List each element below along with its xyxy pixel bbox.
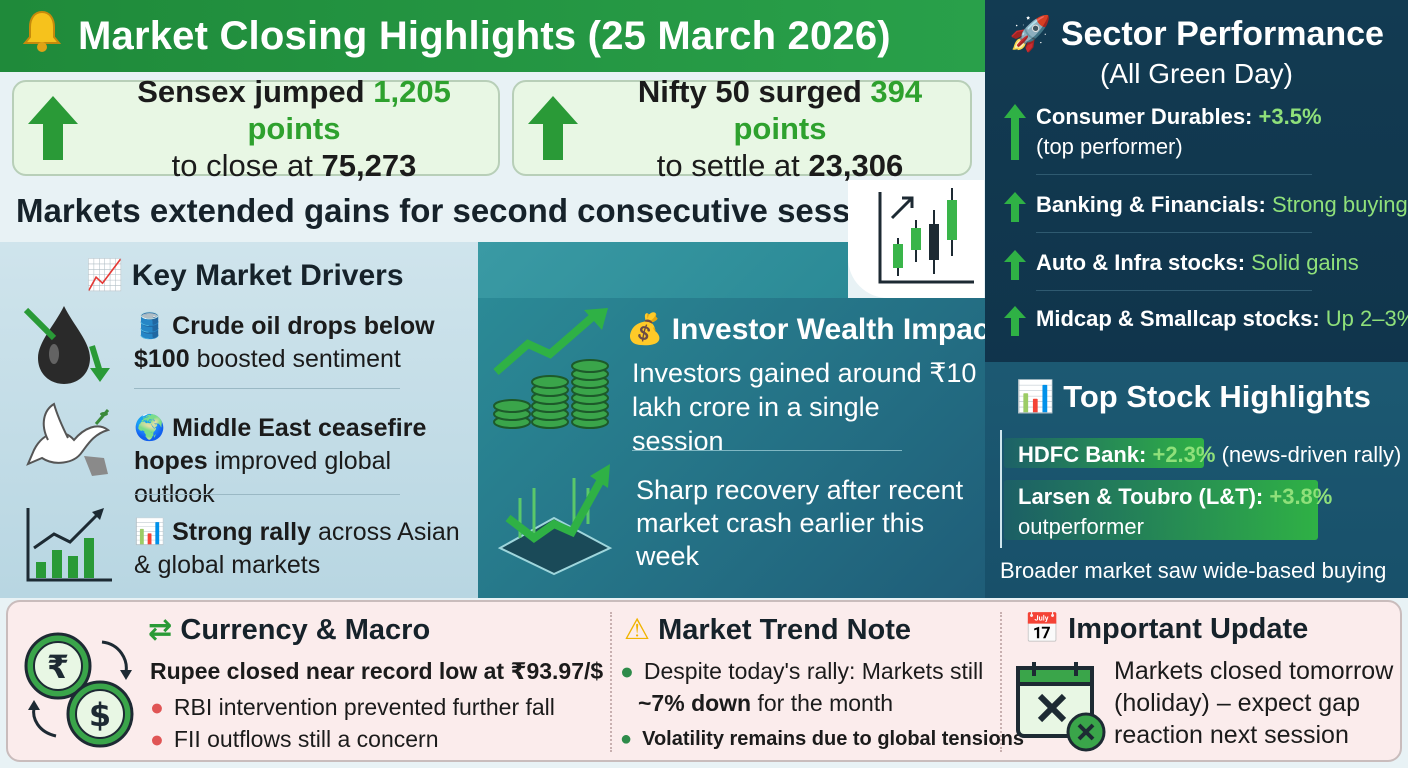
investor-title: 💰 Investor Wealth Impact [626,313,1000,346]
exchange-arrows-icon: ⇄ [148,614,173,646]
coins-growth-icon [493,308,609,429]
stock-hdfc: HDFC Bank: +2.3% (news-driven rally) [1018,442,1402,467]
driver-crude-rest: boosted sentiment [196,345,401,373]
sector-title: Sector Performance [1060,15,1384,53]
bottom-panel [6,600,1402,762]
trend-title: ⚠ Market Trend Note [624,614,912,646]
rocket-icon: 🚀 [1009,15,1052,53]
sensex-value: 75,273 [321,147,417,183]
chart-emoji-icon: 📊 [1016,379,1055,414]
svg-text:₹: ₹ [47,648,69,686]
currency-exchange-icon: ₹ $ [24,632,134,748]
candlestick-chart-icon [848,180,984,298]
nifty-value: 23,306 [808,147,904,183]
header-banner: Market Closing Highlights (25 March 2026… [0,0,985,72]
up-arrow-icon [1004,250,1026,280]
broader-market-note: Broader market saw wide-based buying [1000,558,1387,583]
investor-text-recovery: Sharp recovery after recent market crash… [636,475,964,571]
drivers-panel: 📈 Key Market Drivers 🛢️ Crude oil drops … [0,242,478,598]
stock-bar [1004,480,1318,540]
trend-line2: ~7% down for the month [638,690,894,716]
sector-item: Banking & Financials: Strong buying [1004,190,1408,222]
calendar-icon: 📅 [1024,613,1061,645]
update-line: (holiday) – expect gap [1114,689,1360,717]
stock-bar [1004,438,1204,468]
currency-bullet: ● RBI intervention prevented further fall [150,694,555,720]
nifty-points: 394 points [733,73,923,146]
recovery-chart-icon [497,464,613,576]
sector-item: Consumer Durables: +3.5% (top performer) [1004,102,1322,162]
trend-bullet: ● Volatility remains due to global tensio… [620,728,1025,750]
chart-emoji-icon: 📊 [134,518,166,546]
driver-ceasefire-hopes: hopes [134,447,208,475]
driver-crude-bold: Crude oil drops below [172,312,435,340]
up-arrow-icon [1004,104,1026,160]
dove-icon [26,402,111,476]
currency-bullet: ● FII outflows still a concern [150,726,439,752]
update-title: 📅 Important Update [1024,613,1309,645]
sensex-line2: to close at [171,147,313,183]
currency-headline: Rupee closed near record low at ₹93.97/$ [150,658,604,684]
nifty-line2: to settle at [656,147,800,183]
update-line: reaction next session [1114,721,1349,749]
up-arrow-icon [1004,192,1026,222]
globe-icon: 🌍 [134,414,166,442]
investor-text-wealth: Investors gained around ₹10 lakh crore i… [632,358,977,456]
sector-item: Auto & Infra stocks: Solid gains [1004,248,1359,280]
up-arrow-icon [528,96,578,160]
drivers-title: 📈 Key Market Drivers [86,259,404,292]
up-arrow-icon [1004,306,1026,336]
sensex-card: Sensex jumped 1,205 points to close at 7… [12,74,500,183]
driver-rally-rest1: across Asian [317,518,460,546]
stocks-title: 📊 Top Stock Highlights [1016,379,1371,414]
chart-up-icon: 📈 [86,259,124,292]
sector-subtitle: (All Green Day) [1100,58,1293,89]
stock-lt: Larsen & Toubro (L&T): +3.8% outperforme… [1018,484,1333,539]
driver-rally-bold: Strong rally [172,518,312,546]
bell-icon [22,9,62,63]
calendar-cancel-icon [1016,662,1106,752]
page-title: Market Closing Highlights (25 March 2026… [78,13,891,58]
trend-line1: ● Despite today's rally: Markets still [620,658,984,684]
barrel-icon: 🛢️ [134,312,166,340]
warning-icon: ⚠ [624,614,650,646]
driver-ceasefire-bold: Middle East ceasefire [172,414,427,442]
update-line: Markets closed tomorrow [1114,657,1394,685]
up-arrow-icon [28,96,78,160]
sensex-points: 1,205 points [247,73,451,146]
driver-rally-rest2: & global markets [134,551,321,579]
sensex-prefix: Sensex jumped [137,73,365,109]
oil-drop-icon [24,306,110,384]
nifty-card: Nifty 50 surged 394 points to settle at … [512,74,972,183]
headline: Markets extended gains for second consec… [16,192,900,229]
nifty-prefix: Nifty 50 surged [637,73,862,109]
driver-crude-price: $100 [134,345,190,373]
money-bag-icon: 💰 [626,313,664,346]
sector-header: 🚀 Sector Performance (All Green Day) [985,14,1408,90]
sector-item: Midcap & Smallcap stocks: Up 2–3% [1004,304,1408,336]
svg-text:$: $ [89,696,111,734]
bar-chart-icon [26,508,112,582]
currency-title: ⇄ Currency & Macro [148,614,431,646]
